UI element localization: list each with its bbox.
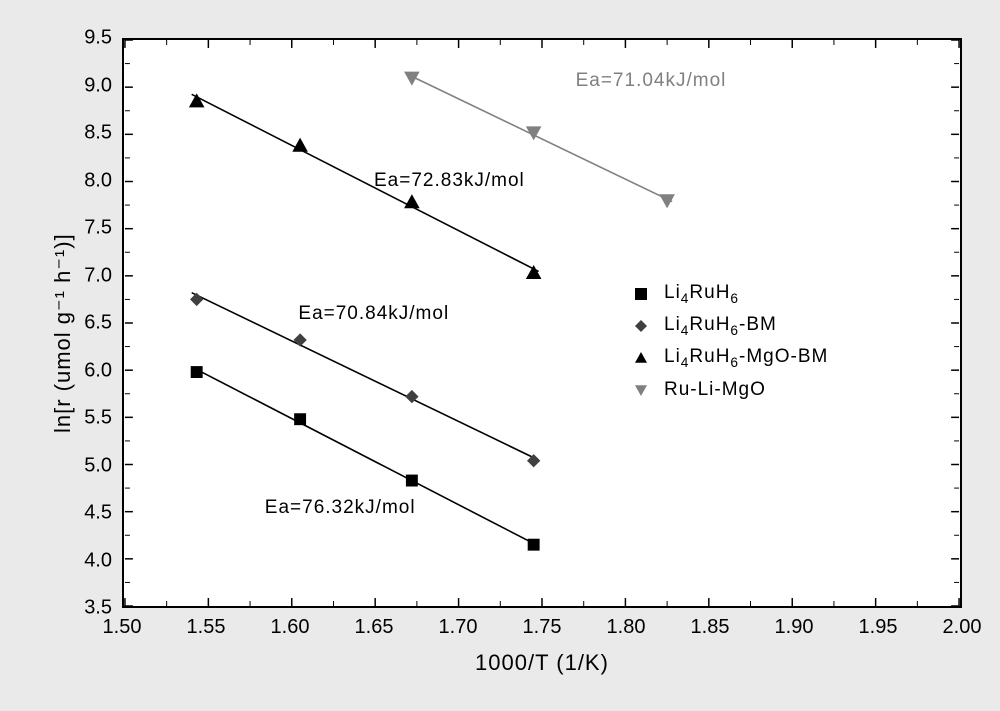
tick-label: 9.5 — [84, 27, 112, 50]
legend-item: Li4RuH6-BM — [632, 310, 828, 342]
tick-label: 4.0 — [84, 549, 112, 572]
tick-label: 7.0 — [84, 264, 112, 287]
ea-annotation: Ea=72.83kJ/mol — [374, 170, 525, 192]
tick-label: 1.80 — [607, 616, 646, 639]
tick-label: 4.5 — [84, 502, 112, 525]
tick-label: 5.5 — [84, 407, 112, 430]
tick-label: 8.5 — [84, 122, 112, 145]
tick-label: 1.90 — [775, 616, 814, 639]
legend-marker-icon — [632, 285, 650, 303]
legend-marker-icon — [632, 381, 650, 399]
x-axis-label: 1000/T (1/K) — [475, 650, 609, 676]
tick-label: 6.5 — [84, 312, 112, 335]
legend-label: Li4RuH6-MgO-BM — [664, 346, 828, 370]
legend-marker-icon — [632, 349, 650, 367]
tick-label: 1.60 — [271, 616, 310, 639]
tick-label: 8.0 — [84, 169, 112, 192]
tick-label: 1.55 — [187, 616, 226, 639]
tick-label: 9.0 — [84, 74, 112, 97]
legend-marker-icon — [632, 317, 650, 335]
tick-label: 1.85 — [691, 616, 730, 639]
ea-annotation: Ea=71.04kJ/mol — [576, 70, 727, 92]
legend-label: Li4RuH6 — [664, 282, 739, 306]
legend-item: Li4RuH6-MgO-BM — [632, 342, 828, 374]
ea-annotation: Ea=70.84kJ/mol — [298, 303, 449, 325]
tick-label: 1.75 — [523, 616, 562, 639]
legend-item: Li4RuH6 — [632, 278, 828, 310]
figure-container: 1000/T (1/K) ln[r (umol g⁻¹ h⁻¹)] Li4RuH… — [0, 0, 1000, 711]
tick-label: 2.00 — [943, 616, 982, 639]
plot-area — [122, 38, 962, 608]
tick-label: 3.5 — [84, 597, 112, 620]
tick-label: 1.95 — [859, 616, 898, 639]
y-axis-label: ln[r (umol g⁻¹ h⁻¹)] — [50, 233, 76, 433]
tick-label: 5.0 — [84, 454, 112, 477]
ea-annotation: Ea=76.32kJ/mol — [265, 497, 416, 519]
legend-label: Ru-Li-MgO — [664, 379, 766, 401]
tick-label: 6.0 — [84, 359, 112, 382]
tick-label: 1.65 — [355, 616, 394, 639]
tick-label: 7.5 — [84, 217, 112, 240]
legend-item: Ru-Li-MgO — [632, 374, 828, 406]
legend: Li4RuH6 Li4RuH6-BM Li4RuH6-MgO-BM Ru-Li-MgO — [632, 278, 828, 406]
legend-label: Li4RuH6-BM — [664, 314, 777, 338]
plot-svg — [124, 40, 960, 606]
tick-label: 1.70 — [439, 616, 478, 639]
